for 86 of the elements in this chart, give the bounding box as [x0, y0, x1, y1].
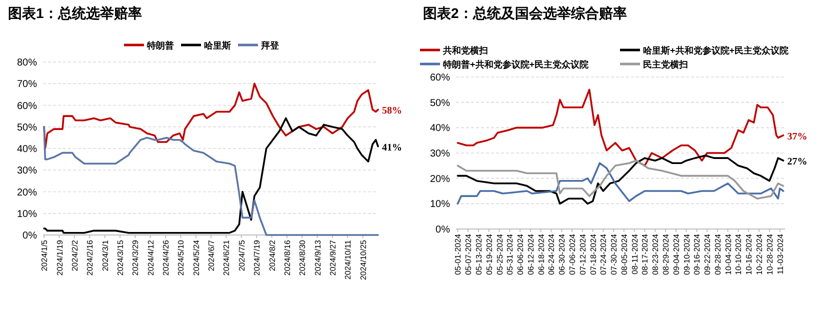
- x-tick-label: 2024/7/19: [252, 239, 262, 276]
- x-tick-label: 2024/1/5: [40, 239, 50, 272]
- y-tick-label: 80%: [16, 58, 38, 68]
- x-tick-label: 2024/10/11: [344, 239, 353, 280]
- x-tick-label: 07-06-2024: [568, 233, 578, 275]
- x-tick-label: 09-22-2024: [703, 233, 712, 275]
- x-tick-label: 08-29-2024: [662, 233, 671, 275]
- y-tick-label: 60%: [430, 72, 450, 84]
- x-tick-label: 06-06-2024: [516, 233, 526, 275]
- x-tick-label: 07-24-2024: [599, 233, 608, 275]
- x-tick-label: 08-17-2024: [640, 233, 650, 275]
- x-tick-label: 10-28-2024: [765, 233, 774, 275]
- x-tick-label: 2024/8/16: [282, 239, 292, 276]
- x-tick-label: 05-01-2024: [454, 233, 463, 275]
- x-tick-label: 08-23-2024: [651, 233, 660, 275]
- x-tick-label: 2024/7/5: [237, 239, 246, 272]
- x-tick-label: 2024/3/29: [131, 239, 140, 276]
- x-tick-label: 10-22-2024: [755, 233, 764, 275]
- x-tick-label: 07-12-2024: [578, 233, 588, 275]
- x-tick-label: 10-04-2024: [724, 233, 733, 275]
- y-tick-label: 50%: [16, 122, 38, 134]
- x-tick-label: 2024/8/30: [298, 239, 308, 276]
- x-tick-label: 2024/6/7: [207, 239, 216, 272]
- x-tick-label: 05-31-2024: [506, 233, 515, 275]
- x-tick-label: 2024/2/16: [86, 239, 95, 276]
- y-tick-label: 0%: [22, 230, 38, 242]
- x-tick-label: 08-11-2024: [630, 233, 640, 274]
- y-tick-label: 40%: [16, 144, 38, 155]
- annotation: 41%: [382, 142, 402, 154]
- x-tick-label: 09-10-2024: [682, 233, 692, 275]
- x-tick-label: 08-05-2024: [620, 233, 629, 275]
- y-tick-label: 50%: [430, 98, 450, 109]
- x-tick-label: 2024/1/19: [55, 239, 64, 276]
- x-tick-label: 2024/9/13: [313, 239, 322, 276]
- x-tick-label: 2024/3/15: [116, 239, 125, 276]
- y-tick-label: 30%: [430, 148, 450, 160]
- x-tick-label: 2024/4/26: [162, 239, 171, 276]
- x-tick-label: 10-16-2024: [744, 233, 754, 275]
- x-tick-label: 2024/2/2: [70, 239, 80, 272]
- x-tick-label: 2024/9/27: [328, 239, 338, 276]
- legend-label: 共和党横扫: [442, 46, 488, 56]
- x-tick-label: 05-07-2024: [464, 233, 474, 275]
- x-tick-label: 2024/5/24: [192, 239, 201, 276]
- x-tick-label: 06-30-2024: [558, 233, 567, 275]
- legend-label: 哈里斯+共和党参议院+民主党众议院: [643, 46, 789, 56]
- x-tick-label: 09-16-2024: [692, 233, 702, 275]
- y-tick-label: 20%: [16, 187, 38, 198]
- x-tick-label: 09-04-2024: [672, 233, 681, 275]
- x-tick-label: 06-18-2024: [536, 233, 546, 275]
- line-series: [456, 160, 784, 200]
- x-tick-label: 05-13-2024: [474, 233, 484, 275]
- x-tick-label: 10-10-2024: [734, 233, 744, 275]
- x-tick-label: 2024/8/2: [268, 239, 277, 272]
- legend-label: 拜登: [260, 40, 280, 50]
- x-tick-label: 06-12-2024: [526, 233, 536, 275]
- x-tick-label: 2024/5/10: [176, 239, 186, 276]
- annotation: 27%: [787, 156, 808, 168]
- line-series: [43, 82, 379, 150]
- y-tick-label: 10%: [430, 199, 450, 210]
- annotation: 37%: [787, 131, 808, 142]
- x-tick-label: 2024/4/12: [146, 239, 156, 276]
- legend-label: 民主党横扫: [643, 60, 688, 70]
- x-tick-label: 2024/3/1: [100, 239, 110, 272]
- line-series: [456, 88, 784, 167]
- x-tick-label: 2024/10/25: [358, 239, 368, 280]
- annotation: 58%: [382, 106, 402, 117]
- x-tick-label: 05-25-2024: [495, 233, 504, 275]
- y-tick-label: 20%: [430, 174, 450, 185]
- y-tick-label: 0%: [436, 224, 450, 236]
- x-tick-label: 11-03-2024: [776, 233, 785, 274]
- x-tick-label: 2024/6/21: [222, 239, 232, 276]
- y-tick-label: 10%: [16, 208, 38, 220]
- x-tick-label: 06-24-2024: [547, 233, 556, 275]
- x-tick-label: 09-28-2024: [713, 233, 722, 275]
- y-tick-label: 70%: [16, 79, 38, 90]
- legend-label: 哈里斯: [204, 40, 231, 50]
- x-tick-label: 07-30-2024: [610, 233, 619, 275]
- x-tick-label: 05-19-2024: [484, 233, 494, 275]
- x-tick-label: 07-18-2024: [588, 233, 598, 275]
- legend-label: 特朗普: [146, 40, 174, 50]
- legend-label: 特朗普+共和党参议院+民主党众议院: [442, 58, 589, 70]
- y-tick-label: 60%: [16, 100, 38, 112]
- chart-title: 图表1：总统选举赔率: [8, 5, 142, 21]
- chart-title: 图表2：总统及国会选举综合赔率: [423, 5, 627, 21]
- y-tick-label: 30%: [16, 166, 38, 177]
- y-tick-label: 40%: [430, 123, 450, 134]
